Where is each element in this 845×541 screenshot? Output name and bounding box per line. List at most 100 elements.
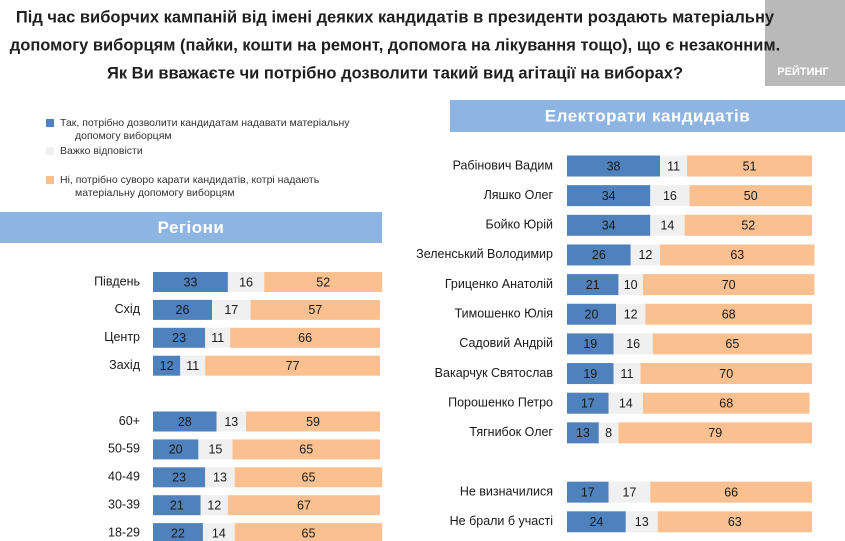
value-label: 65 [302,471,316,485]
bar-segment [153,272,228,292]
value-label: 79 [708,426,722,440]
value-label: 51 [743,159,757,173]
value-label: 13 [224,415,238,429]
bar-segment [657,511,812,533]
category-label: 18-29 [108,525,140,539]
value-label: 13 [213,471,227,485]
legend-swatch [46,176,54,184]
bar-segment [567,333,614,355]
value-label: 11 [621,367,634,381]
legend-label: Ні, потрібно суворо карати кандидатів, к… [60,174,320,199]
legend-swatch [46,119,54,127]
value-label: 8 [605,426,612,440]
bar-segment [567,185,651,207]
category-label: Центр [104,330,140,344]
value-label: 65 [299,443,313,457]
bar-segment [650,214,685,236]
value-label: 34 [602,189,616,203]
bar-segment [216,411,247,432]
category-label: Схід [115,302,141,316]
bar-segment [567,422,599,444]
bar-segment [205,355,380,376]
value-label: 50 [744,189,758,203]
category-label: 60+ [119,414,140,428]
value-label: 12 [207,498,221,512]
value-label: 28 [178,415,192,429]
bar-segment [650,481,812,503]
bar-segment [687,155,812,177]
value-label: 65 [725,337,739,351]
bar-segment [232,439,380,460]
category-label: 30-39 [108,497,140,511]
bar-segment [613,333,653,355]
title-line: допомогу виборцям (пайки, кошти на ремон… [10,36,780,54]
value-label: 26 [592,248,606,262]
bar-segment [200,495,228,516]
bar-segment [567,214,651,236]
bar-segment [234,523,383,541]
value-label: 11 [667,159,680,173]
value-label: 57 [308,303,322,317]
category-label: Ляшко Олег [484,188,554,202]
value-label: 68 [719,396,733,410]
legend-label: Важко відповісти [60,145,143,157]
category-label: Рабінович Вадим [453,158,553,172]
category-label: Тягнибок Олег [469,425,553,439]
value-label: 13 [576,426,590,440]
bar-segment [198,439,233,460]
value-label: 12 [624,308,638,322]
bar-segment [205,327,231,348]
bar-segment [153,439,199,460]
title-line: Як Ви вважаєте чи потрібно дозволити так… [107,64,683,82]
bar-segment [618,422,812,444]
value-label: 77 [286,359,300,373]
value-label: 23 [172,471,186,485]
bar-segment [153,327,206,348]
value-label: 23 [172,331,186,345]
value-label: 13 [635,515,649,529]
logo: РЕЙТИНГ [777,65,829,78]
bar-segment [153,523,203,541]
value-label: 67 [297,498,311,512]
bar-segment [689,185,812,207]
title-line: Під час виборчих кампаній від імені деяк… [16,8,775,26]
value-label: 17 [581,485,595,499]
bar-segment [153,299,213,320]
section-title: Електорати кандидатів [545,106,750,125]
bar-segment [205,467,235,488]
bar-segment [684,214,812,236]
section-title: Регіони [158,218,225,237]
value-label: 68 [722,308,736,322]
bar-segment [650,185,690,207]
bar-segment [608,392,643,414]
bar-segment [264,272,383,292]
bar-segment [567,481,609,503]
bar-segment [227,495,380,516]
legend-swatch [46,147,54,155]
category-label: Садовий Андрій [459,336,553,350]
value-label: 70 [722,278,736,292]
value-label: 20 [169,443,183,457]
bar-segment [227,272,265,292]
value-label: 14 [660,219,674,233]
value-label: 14 [619,396,633,410]
value-label: 24 [589,515,603,529]
bar-segment [212,299,251,320]
value-label: 26 [176,303,190,317]
category-label: Південь [94,274,140,288]
category-label: Порошенко Петро [448,395,553,409]
value-label: 20 [585,308,599,322]
bar-segment [153,495,201,516]
value-label: 16 [626,337,640,351]
bar-segment [153,411,217,432]
bar-segment [613,363,641,385]
value-label: 63 [728,515,742,529]
category-label: Гриценко Анатолій [445,277,553,291]
value-label: 22 [171,526,185,540]
bar-segment [608,481,651,503]
category-label: Захід [109,358,141,372]
value-label: 70 [719,367,733,381]
value-label: 17 [224,303,238,317]
section-header [0,212,382,243]
bar-segment [642,392,810,414]
